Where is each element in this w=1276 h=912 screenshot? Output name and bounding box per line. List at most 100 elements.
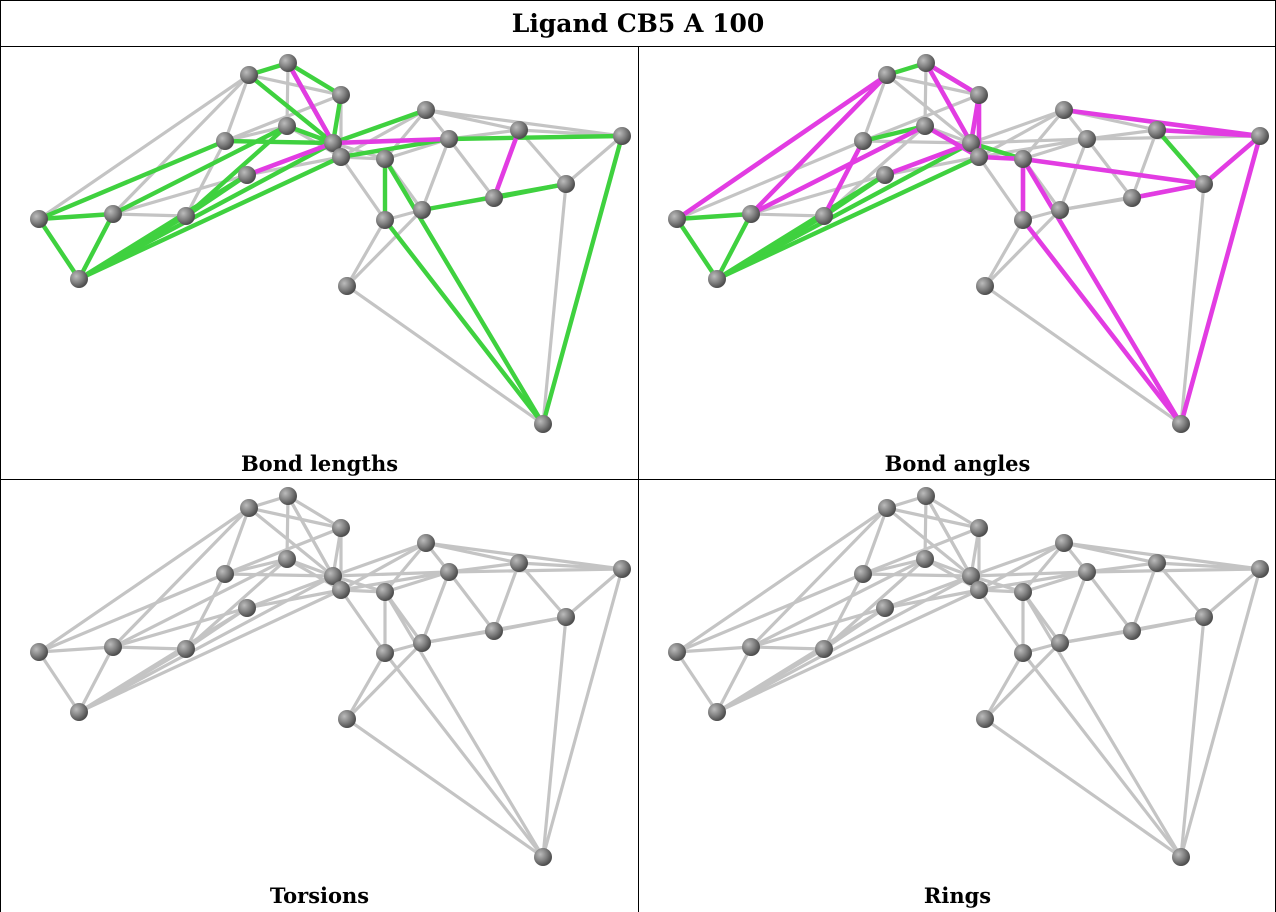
bond bbox=[345, 208, 424, 288]
atom bbox=[1078, 563, 1096, 581]
atom bbox=[332, 581, 350, 599]
bond bbox=[1058, 570, 1089, 645]
atom bbox=[854, 565, 872, 583]
bond bbox=[541, 615, 568, 859]
bond bbox=[885, 506, 973, 578]
bond bbox=[339, 541, 428, 592]
atom bbox=[970, 519, 988, 537]
bond bbox=[184, 139, 227, 218]
atom bbox=[70, 270, 88, 288]
bond bbox=[77, 645, 115, 714]
bond bbox=[420, 570, 451, 645]
bond bbox=[541, 567, 624, 859]
atom bbox=[30, 210, 48, 228]
atom bbox=[240, 499, 258, 517]
bond-magenta bbox=[244, 140, 336, 178]
bond bbox=[184, 557, 289, 651]
bond bbox=[383, 570, 451, 594]
atom bbox=[1078, 130, 1096, 148]
atom bbox=[177, 207, 195, 225]
bond bbox=[111, 73, 251, 216]
bond bbox=[223, 506, 251, 576]
bond bbox=[247, 506, 343, 530]
atom bbox=[30, 643, 48, 661]
bond bbox=[883, 574, 973, 610]
bond bbox=[885, 73, 973, 145]
bond bbox=[447, 567, 624, 574]
bond-green bbox=[1154, 127, 1207, 187]
bond-green bbox=[382, 156, 546, 427]
atom bbox=[376, 150, 394, 168]
bond bbox=[339, 108, 428, 159]
bond-magenta bbox=[1201, 133, 1263, 187]
atom bbox=[815, 207, 833, 225]
bond-green bbox=[183, 172, 250, 219]
atom bbox=[238, 166, 256, 184]
atom bbox=[338, 277, 356, 295]
bond bbox=[883, 588, 981, 610]
bond bbox=[247, 73, 343, 97]
bond-green bbox=[36, 211, 116, 222]
bond-magenta bbox=[1178, 133, 1263, 427]
bond-magenta bbox=[674, 72, 890, 222]
atom bbox=[1055, 101, 1073, 119]
bond bbox=[37, 645, 115, 654]
bond bbox=[1179, 182, 1206, 426]
bond bbox=[184, 572, 227, 651]
atom bbox=[1148, 121, 1166, 139]
bond bbox=[345, 651, 387, 721]
atom bbox=[332, 519, 350, 537]
atom bbox=[324, 567, 342, 585]
atom bbox=[1172, 415, 1190, 433]
bond bbox=[749, 557, 927, 649]
bond bbox=[675, 572, 865, 654]
bond-magenta bbox=[882, 140, 974, 178]
atom bbox=[1195, 608, 1213, 626]
bond bbox=[1021, 541, 1066, 594]
bond bbox=[331, 574, 387, 594]
bond bbox=[111, 212, 188, 218]
bond bbox=[885, 506, 981, 530]
bond-green bbox=[285, 60, 344, 98]
atom bbox=[916, 117, 934, 135]
molecule-bond-lengths bbox=[30, 54, 631, 433]
bond bbox=[675, 650, 719, 714]
bond bbox=[749, 506, 889, 649]
bond bbox=[420, 629, 496, 645]
atom bbox=[177, 640, 195, 658]
caption-bond-lengths: Bond lengths bbox=[240, 451, 399, 476]
bond-green bbox=[330, 107, 429, 146]
bond-green bbox=[76, 154, 344, 282]
atom bbox=[878, 499, 896, 517]
atom bbox=[557, 608, 575, 626]
atom bbox=[1051, 201, 1069, 219]
bond bbox=[822, 557, 927, 651]
bond bbox=[541, 182, 568, 426]
molecule-torsions bbox=[30, 487, 631, 866]
bond bbox=[749, 212, 826, 218]
atom bbox=[962, 567, 980, 585]
bond bbox=[983, 284, 1183, 426]
atom bbox=[962, 134, 980, 152]
bond-green bbox=[714, 172, 888, 282]
atom bbox=[240, 66, 258, 84]
bond-green bbox=[382, 217, 546, 427]
atom bbox=[1014, 150, 1032, 168]
bond-magenta bbox=[923, 60, 982, 98]
bond bbox=[564, 134, 624, 186]
bond bbox=[447, 570, 496, 633]
bond-green bbox=[36, 216, 82, 282]
atom bbox=[557, 175, 575, 193]
atom bbox=[876, 599, 894, 617]
bond bbox=[885, 73, 981, 97]
bond bbox=[969, 137, 1089, 145]
atom bbox=[534, 415, 552, 433]
atom bbox=[1195, 175, 1213, 193]
atom bbox=[70, 703, 88, 721]
bond bbox=[983, 218, 1025, 288]
bond bbox=[1058, 137, 1089, 212]
bond bbox=[247, 506, 335, 578]
atom bbox=[279, 54, 297, 72]
panel-torsions: Torsions bbox=[1, 480, 638, 912]
bond-magenta bbox=[1020, 156, 1184, 427]
